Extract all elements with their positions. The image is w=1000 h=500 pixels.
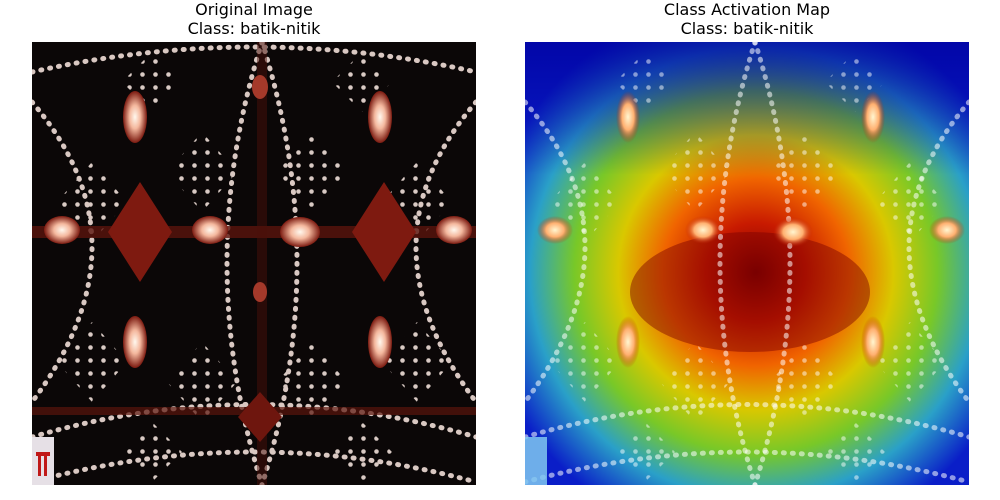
class-activation-map-panel: Class Activation Map Class: batik-nitik — [525, 0, 969, 500]
panel-title-line2: Class: batik-nitik — [680, 19, 814, 38]
panel-title-line1: Class Activation Map — [663, 0, 831, 19]
original-image-panel: Original Image Class: batik-nitik — [32, 0, 476, 500]
original-image — [32, 42, 476, 485]
class-activation-map-image — [525, 42, 969, 485]
panel-title-line1: Original Image — [195, 0, 313, 19]
panel-title-line2: Class: batik-nitik — [187, 19, 321, 38]
panel-title: Class Activation Map Class: batik-nitik — [525, 0, 969, 38]
panel-title: Original Image Class: batik-nitik — [32, 0, 476, 38]
